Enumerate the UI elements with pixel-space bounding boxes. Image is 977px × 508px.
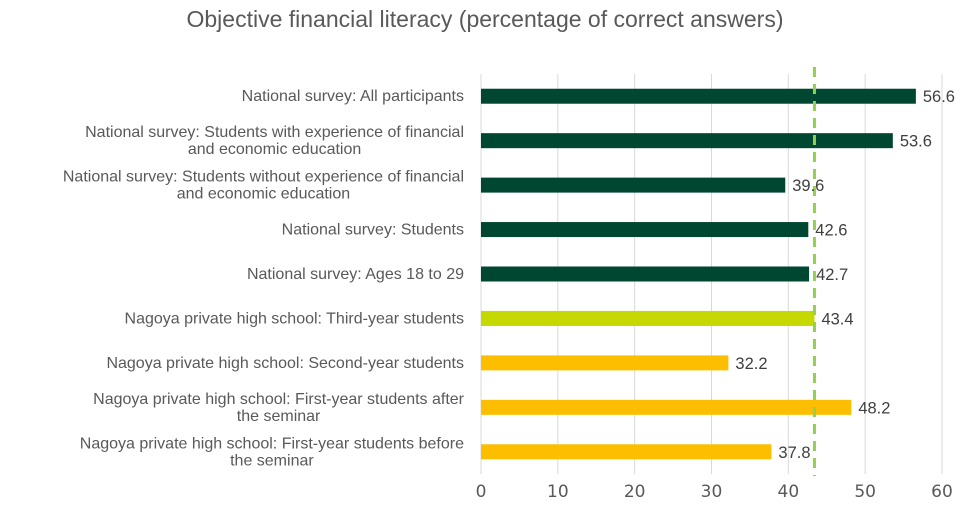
category-label-line: National survey: Students xyxy=(282,222,464,239)
bar-value-label: 32.2 xyxy=(735,355,767,373)
bar-value-label: 37.8 xyxy=(778,444,810,462)
bar xyxy=(481,399,852,415)
bars xyxy=(481,88,916,460)
x-tick-label: 30 xyxy=(701,482,723,502)
bar-value-label: 53.6 xyxy=(900,133,932,151)
category-label: Nagoya private high school: Third-year s… xyxy=(125,310,464,327)
x-tick-label: 10 xyxy=(547,482,569,502)
data-labels: 56.6 53.6 39.6 42.6 42.7 43.4 32.2 48.2 37.8 xyxy=(735,88,955,462)
category-label: Nagoya private high school: First-year s… xyxy=(93,391,465,425)
category-label-line: National survey: All participants xyxy=(242,88,464,105)
category-label-line: and economic education xyxy=(188,141,361,158)
bar xyxy=(481,355,729,371)
category-labels: National survey: All participants Nationa… xyxy=(63,88,465,469)
bar-value-label: 42.6 xyxy=(815,222,847,240)
x-tick-label: 20 xyxy=(624,482,646,502)
x-tick-label: 40 xyxy=(778,482,800,502)
bar-value-label: 56.6 xyxy=(923,88,955,106)
category-label-line: the seminar xyxy=(237,408,321,425)
category-label-line: and economic education xyxy=(177,186,350,203)
category-label: Nagoya private high school: First-year s… xyxy=(80,435,464,469)
bar-value-label: 39.6 xyxy=(792,177,824,195)
category-label: Nagoya private high school: Second-year … xyxy=(106,355,464,372)
x-tick-label: 0 xyxy=(476,482,487,502)
bar xyxy=(481,177,786,193)
category-label-line: Nagoya private high school: Third-year s… xyxy=(125,310,464,327)
x-tick-label: 50 xyxy=(854,482,876,502)
category-label: National survey: Ages 18 to 29 xyxy=(247,266,464,283)
bar-value-label: 43.4 xyxy=(821,310,853,328)
chart-title: Objective financial literacy (percentage… xyxy=(187,6,784,32)
bar xyxy=(481,310,815,326)
category-label-line: Nagoya private high school: First-year s… xyxy=(93,391,465,408)
bar xyxy=(481,444,772,460)
bar xyxy=(481,266,810,282)
x-tick-label: 60 xyxy=(931,482,953,502)
category-label-line: Nagoya private high school: First-year s… xyxy=(80,435,464,452)
bar-value-label: 48.2 xyxy=(858,399,890,417)
category-label-line: National survey: Students without experi… xyxy=(63,169,464,186)
bar xyxy=(481,88,916,104)
category-label-line: National survey: Students with experienc… xyxy=(85,124,464,141)
x-axis-ticks: 0 10 20 30 40 50 60 xyxy=(476,482,953,502)
bar xyxy=(481,133,893,149)
bar-value-label: 42.7 xyxy=(816,266,848,284)
category-label: National survey: All participants xyxy=(242,88,464,105)
category-label: National survey: Students with experienc… xyxy=(85,124,464,158)
category-label-line: National survey: Ages 18 to 29 xyxy=(247,266,464,283)
category-label: National survey: Students xyxy=(282,222,464,239)
bar xyxy=(481,222,809,238)
category-label: National survey: Students without experi… xyxy=(63,169,464,203)
category-label-line: the seminar xyxy=(230,452,314,469)
category-label-line: Nagoya private high school: Second-year … xyxy=(106,355,464,372)
